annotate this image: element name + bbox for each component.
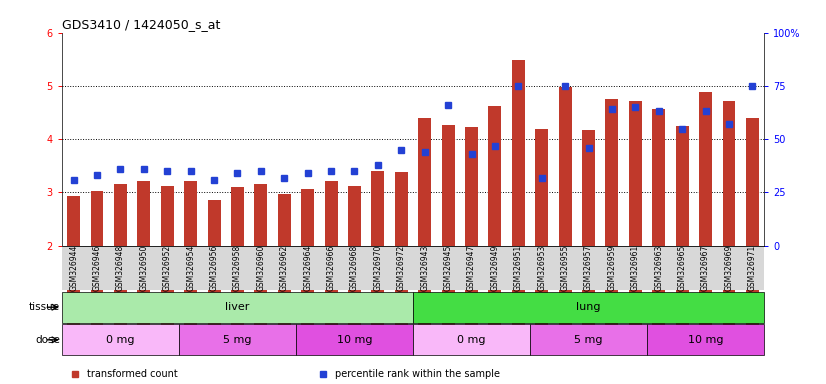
Bar <box>746 118 759 352</box>
Bar <box>653 109 665 352</box>
Bar <box>535 129 548 352</box>
Text: tissue: tissue <box>29 302 60 312</box>
Bar <box>647 324 764 355</box>
Bar <box>418 118 431 352</box>
Text: 0 mg: 0 mg <box>107 335 135 345</box>
Bar <box>488 106 501 352</box>
Bar <box>325 181 338 352</box>
Bar <box>413 324 530 355</box>
Text: GDS3410 / 1424050_s_at: GDS3410 / 1424050_s_at <box>62 18 221 31</box>
Bar <box>62 292 413 323</box>
Bar <box>296 324 413 355</box>
Text: 5 mg: 5 mg <box>223 335 252 345</box>
Bar <box>207 200 221 352</box>
Bar <box>348 185 361 352</box>
Bar <box>629 101 642 352</box>
Bar <box>184 181 197 352</box>
Bar <box>179 324 296 355</box>
Bar <box>301 189 314 352</box>
Bar <box>605 99 619 352</box>
Text: 0 mg: 0 mg <box>458 335 486 345</box>
Bar <box>91 191 103 352</box>
Text: transformed count: transformed count <box>87 369 178 379</box>
Text: dose: dose <box>36 335 60 345</box>
Bar <box>465 127 478 352</box>
Text: percentile rank within the sample: percentile rank within the sample <box>335 369 500 379</box>
Bar <box>254 184 268 352</box>
Bar <box>558 87 572 352</box>
Bar <box>372 171 384 352</box>
Text: 10 mg: 10 mg <box>337 335 373 345</box>
Bar <box>512 60 525 352</box>
Bar <box>114 184 127 352</box>
Bar <box>395 172 408 352</box>
Bar <box>699 92 712 352</box>
Bar <box>413 292 764 323</box>
Text: 10 mg: 10 mg <box>688 335 724 345</box>
Text: 5 mg: 5 mg <box>574 335 603 345</box>
Text: liver: liver <box>225 302 249 312</box>
Bar <box>442 125 454 352</box>
Bar <box>161 186 173 352</box>
Bar <box>67 196 80 352</box>
Bar <box>62 324 179 355</box>
Bar <box>723 101 735 352</box>
Text: lung: lung <box>577 302 601 312</box>
Bar <box>530 324 647 355</box>
Bar <box>676 126 689 352</box>
Bar <box>278 194 291 352</box>
Bar <box>137 181 150 352</box>
Bar <box>231 187 244 352</box>
Bar <box>582 130 595 352</box>
